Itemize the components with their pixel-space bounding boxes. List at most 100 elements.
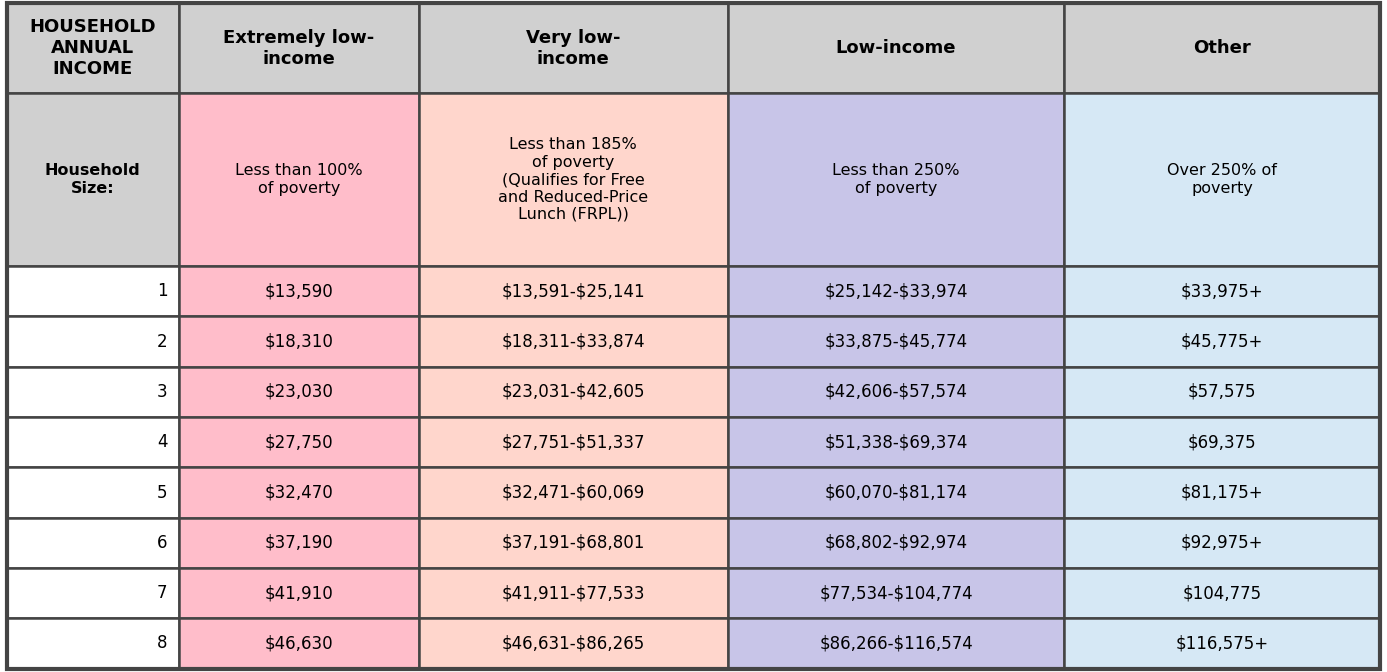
Bar [728,266,1064,317]
Text: 1: 1 [157,282,168,300]
Text: \$46,630: \$46,630 [265,634,333,653]
Bar [419,266,728,317]
Bar [179,367,419,417]
Text: \$104,775: \$104,775 [1183,584,1262,602]
Bar [419,517,728,568]
Bar [179,417,419,468]
Text: 7: 7 [157,584,168,602]
Text: HOUSEHOLD
ANNUAL
INCOME: HOUSEHOLD ANNUAL INCOME [29,18,157,78]
Text: \$60,070-\$81,174: \$60,070-\$81,174 [824,484,968,501]
Bar [1064,417,1380,468]
Text: \$68,802-\$92,974: \$68,802-\$92,974 [824,534,968,552]
Text: 5: 5 [157,484,168,501]
Bar [1064,468,1380,517]
Text: \$27,750: \$27,750 [265,433,333,451]
Bar [179,3,419,93]
Text: \$41,911-\$77,533: \$41,911-\$77,533 [502,584,645,602]
Bar [1064,3,1380,93]
Text: \$27,751-\$51,337: \$27,751-\$51,337 [502,433,645,451]
Text: 8: 8 [157,634,168,653]
Text: Very low-
income: Very low- income [526,29,620,68]
Text: Less than 100%
of poverty: Less than 100% of poverty [234,163,362,196]
Bar [7,517,179,568]
Bar [1064,317,1380,367]
Bar [419,468,728,517]
Bar [7,468,179,517]
Bar [728,93,1064,266]
Bar [7,417,179,468]
Text: Low-income: Low-income [836,39,956,57]
Bar [1064,517,1380,568]
Text: \$23,030: \$23,030 [265,383,333,401]
Bar [728,618,1064,669]
Bar [728,417,1064,468]
Text: 4: 4 [157,433,168,451]
Bar [179,317,419,367]
Text: Less than 250%
of poverty: Less than 250% of poverty [832,163,960,196]
Text: \$51,338-\$69,374: \$51,338-\$69,374 [824,433,968,451]
Text: \$37,191-\$68,801: \$37,191-\$68,801 [502,534,645,552]
Bar [1064,93,1380,266]
Bar [1064,618,1380,669]
Bar [419,3,728,93]
Text: \$25,142-\$33,974: \$25,142-\$33,974 [824,282,968,300]
Text: Other: Other [1193,39,1251,57]
Text: \$13,590: \$13,590 [265,282,333,300]
Bar [7,317,179,367]
Text: \$69,375: \$69,375 [1187,433,1257,451]
Bar [728,3,1064,93]
Bar [419,93,728,266]
Bar [7,568,179,618]
Bar [179,618,419,669]
Bar [179,266,419,317]
Text: \$81,175+: \$81,175+ [1180,484,1264,501]
Text: 3: 3 [157,383,168,401]
Text: \$42,606-\$57,574: \$42,606-\$57,574 [824,383,968,401]
Bar [179,468,419,517]
Text: \$116,575+: \$116,575+ [1176,634,1269,653]
Bar [1064,367,1380,417]
Bar [7,266,179,317]
Bar [7,367,179,417]
Bar [728,367,1064,417]
Bar [419,367,728,417]
Text: 6: 6 [157,534,168,552]
Text: 2: 2 [157,333,168,351]
Text: \$32,470: \$32,470 [265,484,333,501]
Text: \$33,975+: \$33,975+ [1180,282,1264,300]
Text: \$23,031-\$42,605: \$23,031-\$42,605 [502,383,645,401]
Text: \$57,575: \$57,575 [1187,383,1257,401]
Text: \$37,190: \$37,190 [265,534,333,552]
Bar [7,3,179,93]
Text: \$92,975+: \$92,975+ [1180,534,1264,552]
Bar [419,417,728,468]
Text: Extremely low-
income: Extremely low- income [223,29,374,68]
Bar [179,93,419,266]
Bar [179,568,419,618]
Bar [728,568,1064,618]
Text: \$33,875-\$45,774: \$33,875-\$45,774 [824,333,968,351]
Text: Less than 185%
of poverty
(Qualifies for Free
and Reduced-Price
Lunch (FRPL)): Less than 185% of poverty (Qualifies for… [498,137,648,222]
Text: \$18,310: \$18,310 [265,333,333,351]
Bar [728,317,1064,367]
Text: \$86,266-\$116,574: \$86,266-\$116,574 [820,634,972,653]
Text: \$13,591-\$25,141: \$13,591-\$25,141 [502,282,645,300]
Text: \$18,311-\$33,874: \$18,311-\$33,874 [502,333,645,351]
Bar [1064,266,1380,317]
Text: Household
Size:: Household Size: [44,163,140,196]
Bar [419,317,728,367]
Text: \$77,534-\$104,774: \$77,534-\$104,774 [820,584,972,602]
Text: \$41,910: \$41,910 [265,584,333,602]
Bar [1064,568,1380,618]
Bar [179,517,419,568]
Bar [419,618,728,669]
Bar [419,568,728,618]
Bar [7,618,179,669]
Bar [728,517,1064,568]
Text: \$32,471-\$60,069: \$32,471-\$60,069 [502,484,645,501]
Text: Over 250% of
poverty: Over 250% of poverty [1168,163,1277,196]
Bar [728,468,1064,517]
Text: \$45,775+: \$45,775+ [1180,333,1264,351]
Text: \$46,631-\$86,265: \$46,631-\$86,265 [502,634,645,653]
Bar [7,93,179,266]
